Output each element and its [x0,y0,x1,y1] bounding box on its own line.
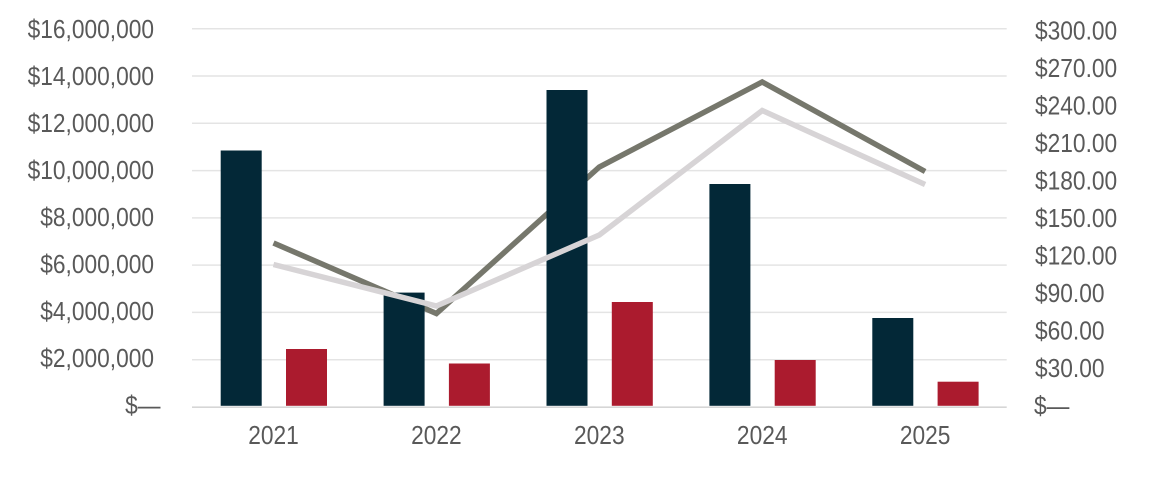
svg-text:$2,000,000: $2,000,000 [40,345,154,374]
svg-text:$150.00: $150.00 [1035,205,1117,234]
svg-text:$8,000,000: $8,000,000 [40,204,154,233]
svg-text:$10,000,000: $10,000,000 [28,157,154,186]
svg-text:2024: 2024 [737,422,788,451]
svg-text:$30.00: $30.00 [1035,355,1105,384]
svg-text:$300.00: $300.00 [1035,17,1117,46]
svg-text:$90.00: $90.00 [1035,280,1105,309]
svg-text:$6,000,000: $6,000,000 [40,251,154,280]
svg-text:$16,000,000: $16,000,000 [28,16,154,45]
svg-text:$210.00: $210.00 [1035,130,1117,159]
svg-text:2023: 2023 [574,422,625,451]
svg-text:$120.00: $120.00 [1035,242,1117,271]
svg-text:2022: 2022 [411,422,462,451]
svg-text:$4,000,000: $4,000,000 [40,298,154,327]
svg-text:$240.00: $240.00 [1035,92,1117,121]
svg-text:2021: 2021 [248,422,299,451]
svg-text:$12,000,000: $12,000,000 [28,110,154,139]
svg-text:$—: $— [1034,392,1070,421]
svg-text:$14,000,000: $14,000,000 [28,63,154,92]
svg-text:$—: $— [125,392,161,421]
svg-text:$180.00: $180.00 [1035,167,1117,196]
svg-text:$270.00: $270.00 [1035,55,1117,84]
svg-text:2025: 2025 [900,422,951,451]
svg-text:$60.00: $60.00 [1035,317,1105,346]
